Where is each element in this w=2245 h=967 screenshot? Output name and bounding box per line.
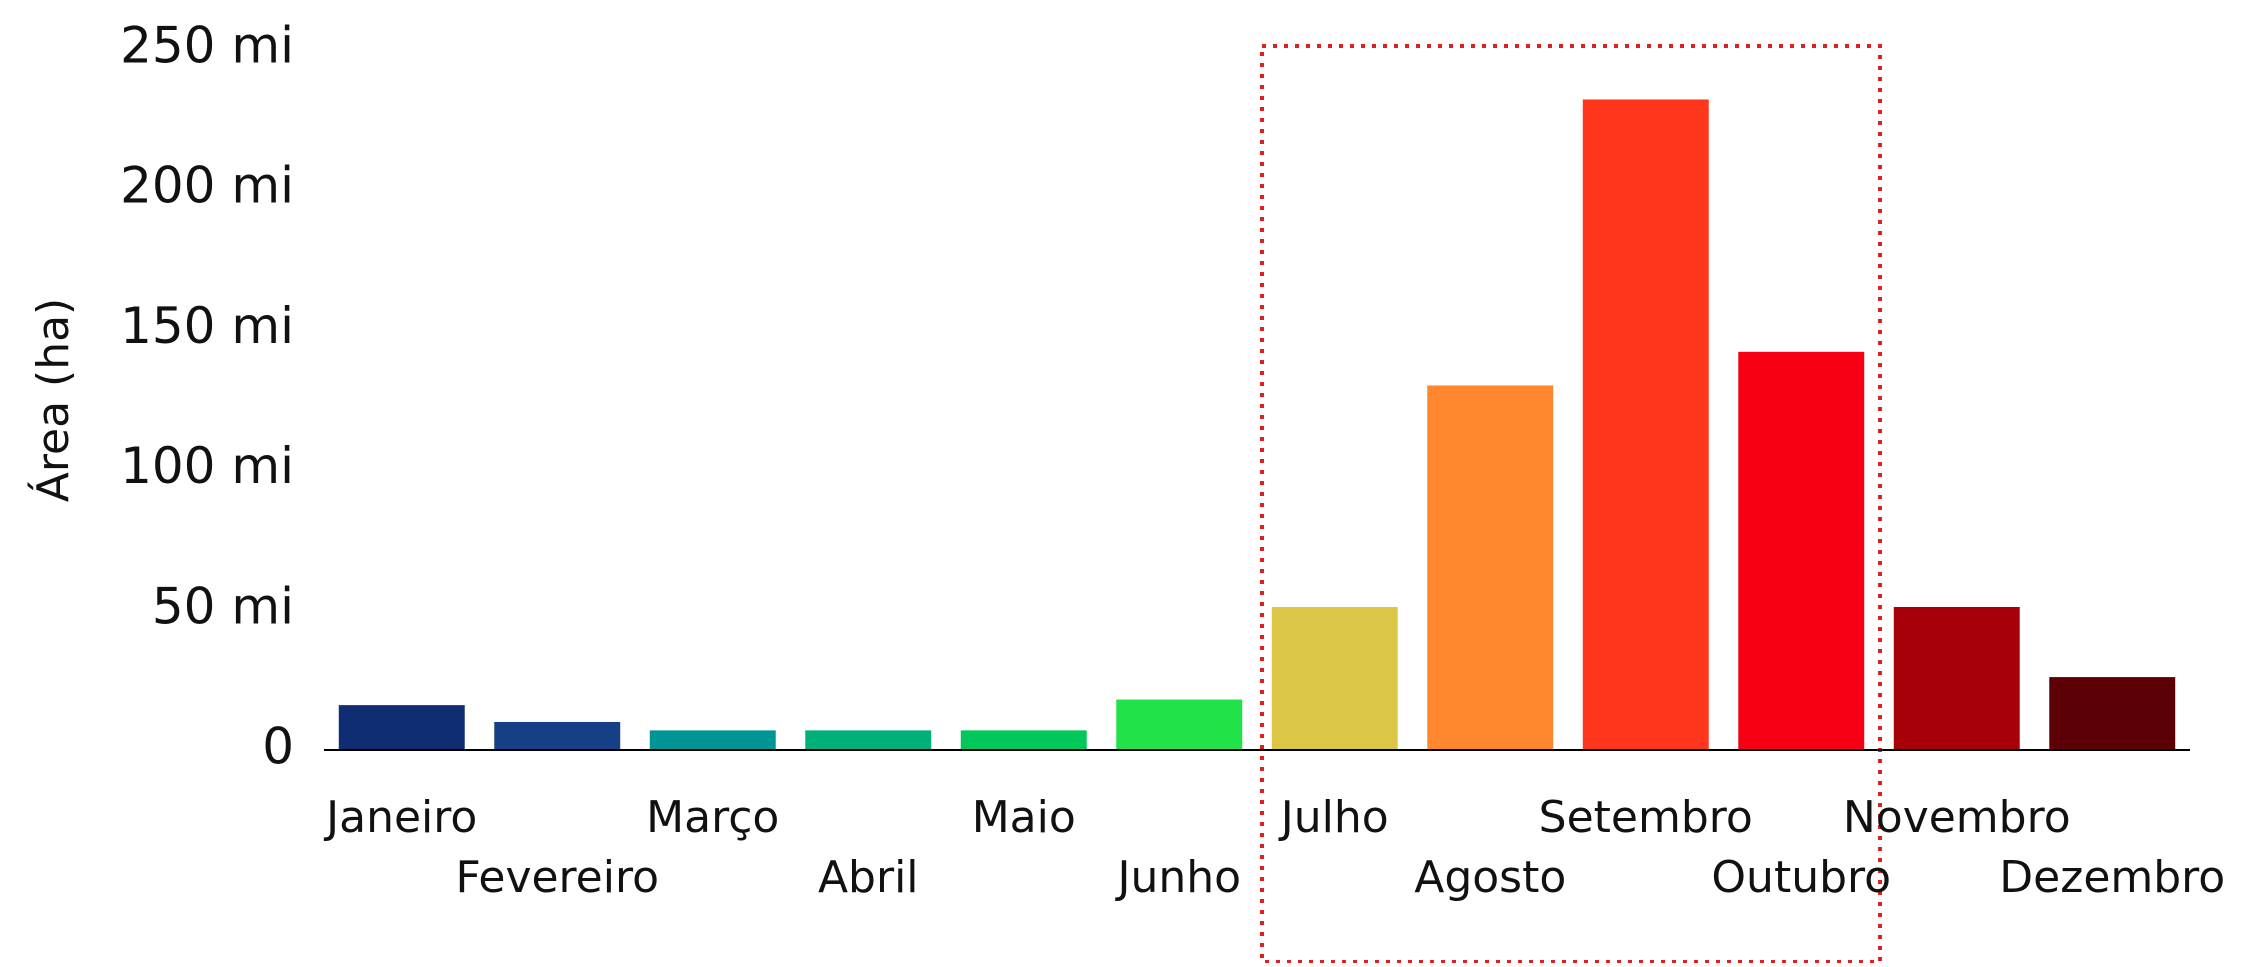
- x-tick-label: Novembro: [1843, 792, 2071, 843]
- bar: [1893, 606, 2020, 750]
- y-tick-label: 150 mi: [120, 297, 294, 355]
- y-tick-label: 100 mi: [120, 437, 294, 495]
- x-tick-label: Fevereiro: [455, 852, 659, 903]
- x-tick-label: Outubro: [1711, 852, 1891, 903]
- highlight-box: [1260, 44, 1882, 964]
- y-tick-label: 200 mi: [120, 157, 294, 215]
- bar: [960, 730, 1087, 750]
- x-tick-label: Junho: [1114, 852, 1241, 903]
- x-tick-label: Setembro: [1539, 792, 1753, 843]
- bar: [338, 705, 465, 750]
- x-tick-label: Dezembro: [1999, 852, 2225, 903]
- y-tick-label: 250 mi: [120, 17, 294, 75]
- bar: [805, 730, 932, 750]
- x-tick-label: Janeiro: [323, 792, 477, 843]
- bar: [1116, 699, 1243, 750]
- bar: [1427, 385, 1554, 750]
- x-tick-label: Abril: [818, 852, 919, 903]
- bar: [494, 721, 621, 750]
- bar: [1738, 351, 1865, 750]
- x-tick-label: Março: [646, 792, 779, 843]
- y-axis-title: Área (ha): [26, 298, 79, 502]
- bar: [649, 730, 776, 750]
- y-tick-label: 0: [262, 718, 294, 776]
- y-tick-label: 50 mi: [152, 577, 294, 635]
- bar: [1271, 606, 1398, 750]
- bar: [2049, 677, 2176, 750]
- bar: [1582, 99, 1709, 751]
- x-tick-label: Julho: [1278, 792, 1389, 843]
- x-tick-label: Agosto: [1414, 852, 1566, 903]
- x-tick-label: Maio: [972, 792, 1076, 843]
